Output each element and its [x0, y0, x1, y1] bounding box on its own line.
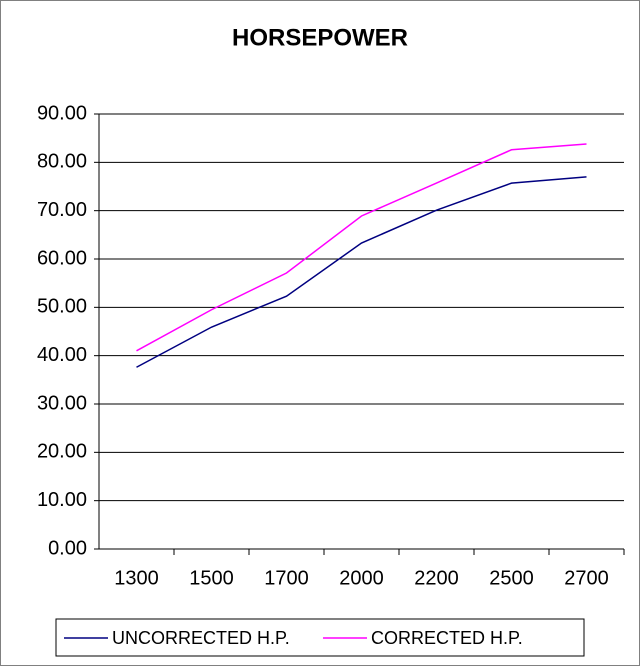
x-tick-label: 2200	[414, 567, 459, 589]
y-tick-label: 50.00	[37, 296, 87, 318]
x-tick-label: 1300	[114, 567, 159, 589]
x-tick-label: 1500	[189, 567, 234, 589]
x-tick-label: 2700	[564, 567, 609, 589]
chart-title: HORSEPOWER	[232, 24, 408, 51]
legend-label: CORRECTED H.P.	[371, 628, 523, 648]
y-tick-label: 30.00	[37, 392, 87, 414]
y-tick-label: 90.00	[37, 102, 87, 124]
y-tick-label: 70.00	[37, 199, 87, 221]
y-tick-label: 60.00	[37, 247, 87, 269]
line-series	[136, 176, 587, 368]
x-tick-label: 1700	[264, 567, 309, 589]
legend-label: UNCORRECTED H.P.	[112, 628, 290, 648]
y-tick-label: 0.00	[48, 537, 87, 559]
y-tick-label: 20.00	[37, 441, 87, 463]
x-tick-label: 2500	[489, 567, 534, 589]
line-series	[136, 143, 587, 352]
x-tick-label: 2000	[339, 567, 384, 589]
legend-box	[55, 618, 585, 657]
y-tick-label: 10.00	[37, 489, 87, 511]
y-tick-label: 40.00	[37, 344, 87, 366]
y-tick-label: 80.00	[37, 151, 87, 173]
